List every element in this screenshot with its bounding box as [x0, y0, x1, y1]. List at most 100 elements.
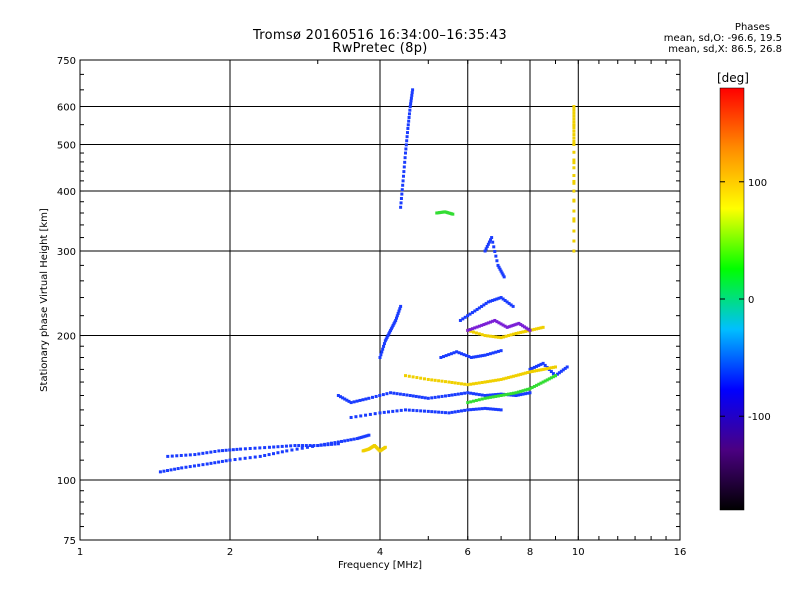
data-point	[512, 391, 516, 395]
data-point	[158, 470, 162, 474]
data-point	[543, 379, 547, 383]
data-point	[175, 454, 179, 458]
data-point	[494, 393, 498, 397]
data-point	[502, 275, 506, 279]
data-point	[494, 335, 498, 339]
data-point	[572, 123, 576, 127]
data-point	[354, 415, 358, 419]
data-point	[293, 444, 297, 448]
data-point	[402, 170, 406, 174]
data-point	[475, 307, 479, 311]
data-point	[450, 393, 454, 397]
data-point	[528, 370, 532, 374]
data-point	[515, 322, 519, 326]
data-point	[469, 355, 473, 359]
data-point	[184, 465, 188, 469]
data-point	[496, 378, 500, 382]
data-point	[220, 459, 224, 463]
data-point	[411, 394, 415, 398]
data-point	[572, 198, 576, 202]
data-point	[217, 460, 221, 464]
data-point	[526, 327, 530, 331]
data-point	[449, 352, 453, 356]
data-point	[541, 367, 545, 371]
data-point	[456, 381, 460, 385]
data-point	[466, 328, 470, 332]
data-point	[519, 372, 523, 376]
data-point	[485, 245, 489, 249]
data-point	[290, 448, 294, 452]
data-point	[397, 309, 401, 313]
data-point	[447, 411, 451, 415]
data-point	[364, 413, 368, 417]
data-point	[493, 298, 497, 302]
data-point	[405, 131, 409, 135]
data-point	[541, 325, 545, 329]
data-point	[537, 368, 541, 372]
data-point	[478, 354, 482, 358]
data-point	[526, 371, 530, 375]
data-point	[451, 212, 455, 216]
data-point	[405, 393, 409, 397]
data-point	[407, 115, 411, 119]
data-point	[472, 355, 476, 359]
data-point	[343, 439, 347, 443]
data-point	[572, 133, 576, 137]
data-point	[272, 452, 276, 456]
data-point	[197, 452, 201, 456]
stats-x-mode: mean, sd,X: 86.5, 26.8	[668, 44, 782, 55]
data-point	[498, 267, 502, 271]
data-point	[572, 166, 576, 170]
data-point	[415, 409, 419, 413]
data-point	[483, 406, 487, 410]
data-point	[258, 454, 262, 458]
data-point	[509, 392, 513, 396]
data-point	[173, 467, 177, 471]
data-point	[572, 139, 576, 143]
data-point	[491, 393, 495, 397]
data-point	[349, 415, 353, 419]
data-point	[231, 448, 235, 452]
data-point	[514, 331, 518, 335]
data-point	[402, 393, 406, 397]
data-point	[541, 361, 545, 365]
data-point	[193, 453, 197, 457]
data-point	[336, 394, 340, 398]
data-point	[477, 324, 481, 328]
x-tick-label: 4	[377, 547, 383, 558]
data-point	[326, 443, 330, 447]
data-point	[496, 349, 500, 353]
data-point	[422, 409, 426, 413]
data-point	[532, 369, 536, 373]
data-point	[400, 192, 404, 196]
data-point	[499, 322, 503, 326]
data-point	[382, 344, 386, 348]
data-point	[483, 334, 487, 338]
data-point	[409, 96, 413, 100]
data-point	[423, 396, 427, 400]
data-point	[523, 371, 527, 375]
data-point	[368, 412, 372, 416]
data-point	[504, 334, 508, 338]
data-point	[491, 298, 495, 302]
data-point	[466, 401, 470, 405]
data-point	[308, 444, 312, 448]
data-point	[494, 407, 498, 411]
data-point	[300, 446, 304, 450]
data-point	[430, 396, 434, 400]
data-point	[486, 407, 490, 411]
data-point	[433, 395, 437, 399]
data-point	[486, 334, 490, 338]
data-point	[491, 379, 495, 383]
colorbar-tick-label: 0	[748, 295, 754, 306]
data-point	[491, 395, 495, 399]
data-point	[483, 380, 487, 384]
data-point	[507, 376, 511, 380]
data-point	[437, 395, 441, 399]
data-point	[572, 114, 576, 118]
data-point	[470, 311, 474, 315]
data-point	[359, 435, 363, 439]
data-point	[392, 391, 396, 395]
data-point	[456, 409, 460, 413]
